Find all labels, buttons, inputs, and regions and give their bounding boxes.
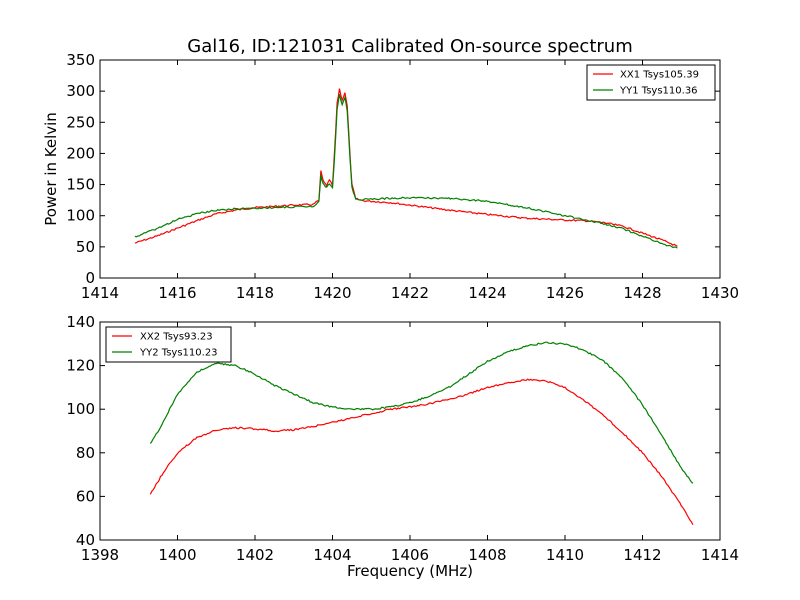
y-tick-label: 100 [66, 207, 95, 225]
bottom-legend-box [105, 326, 232, 363]
bottom-chart-ticks: 1398 1400 1402 1404 1406 1408 1410 1412 1414 40 60… [66, 313, 739, 564]
legend-label-xx1: XX1 Tsys105.39 [620, 70, 699, 81]
x-tick-label: 1414 [701, 546, 739, 564]
top-chart: Gal16, ID:121031 Calibrated On-source sp… [42, 36, 739, 302]
legend-label-yy2: YY2 Tsys110.23 [139, 348, 218, 359]
x-tick-label: 1416 [158, 284, 196, 302]
y-tick-label: 350 [66, 51, 95, 69]
y-tick-label: 140 [66, 313, 95, 331]
top-chart-title: Gal16, ID:121031 Calibrated On-source sp… [187, 36, 632, 57]
top-chart-y-axis-label: Power in Kelvin [42, 112, 60, 226]
bottom-chart-x-axis-label: Frequency (MHz) [347, 562, 473, 580]
x-tick-label: 1408 [468, 546, 506, 564]
x-tick-label: 1422 [391, 284, 429, 302]
bottom-chart-frame [99, 321, 721, 541]
series-line-yy2 [149, 341, 694, 484]
y-tick-label: 80 [76, 444, 95, 462]
legend-label-xx2: XX2 Tsys93.23 [140, 332, 213, 343]
top-legend-box [586, 64, 716, 101]
x-tick-label: 1418 [236, 284, 274, 302]
x-tick-label: 1404 [313, 546, 351, 564]
x-tick-label: 1420 [313, 284, 351, 302]
x-tick-label: 1400 [158, 546, 196, 564]
x-tick-label: 1426 [546, 284, 584, 302]
y-tick-label: 300 [66, 82, 95, 100]
x-tick-label: 1430 [701, 284, 739, 302]
legend-label-yy1: YY1 Tsys110.36 [619, 86, 698, 97]
y-tick-label: 250 [66, 113, 95, 131]
x-tick-label: 1424 [468, 284, 506, 302]
x-tick-label: 1428 [623, 284, 661, 302]
series-line-xx1 [134, 88, 678, 247]
x-tick-label: 1412 [623, 546, 661, 564]
y-tick-label: 120 [66, 357, 95, 375]
y-tick-label: 150 [66, 176, 95, 194]
series-line-xx2 [149, 378, 694, 525]
top-chart-ticks: 1414 1416 1418 1420 1422 1424 1426 1428 1430 0 50 1… [66, 51, 739, 302]
x-tick-label: 1406 [391, 546, 429, 564]
top-chart-series [134, 88, 678, 249]
y-tick-label: 0 [85, 269, 95, 287]
top-chart-legend: XX1 Tsys105.39 YY1 Tsys110.36 [586, 64, 716, 101]
bottom-chart: Frequency (MHz) 1398 1400 1402 1404 1406 1408… [66, 313, 739, 580]
y-tick-label: 50 [76, 238, 95, 256]
bottom-chart-series [149, 341, 694, 525]
x-tick-label: 1402 [236, 546, 274, 564]
top-chart-frame [99, 59, 721, 279]
series-line-yy1 [134, 94, 678, 249]
y-tick-label: 60 [76, 487, 95, 505]
x-tick-label: 1414 [81, 284, 119, 302]
y-tick-label: 40 [76, 531, 95, 549]
x-tick-label: 1410 [546, 546, 584, 564]
y-tick-label: 100 [66, 400, 95, 418]
y-tick-label: 200 [66, 144, 95, 162]
bottom-chart-legend: XX2 Tsys93.23 YY2 Tsys110.23 [105, 326, 232, 363]
x-tick-label: 1398 [81, 546, 119, 564]
